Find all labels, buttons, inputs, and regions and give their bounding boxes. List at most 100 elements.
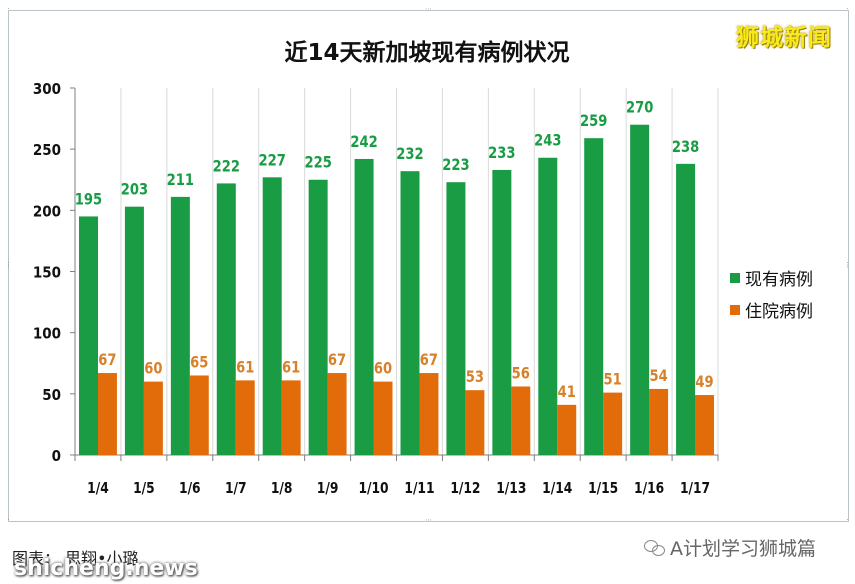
bar-hospitalised <box>281 380 301 455</box>
watermark-site: shicheng.news <box>14 556 198 581</box>
data-label-current-cases: 242 <box>350 133 377 152</box>
bar-current-cases <box>400 171 420 456</box>
x-tick-label: 1/12 <box>450 480 480 497</box>
resize-handle-top[interactable]: ⋯ <box>425 5 432 13</box>
y-tick-label: 250 <box>33 141 61 159</box>
resize-handle-top-left[interactable]: · <box>7 5 10 13</box>
data-label-hospitalised: 60 <box>374 359 392 378</box>
data-label-hospitalised: 56 <box>512 364 530 383</box>
legend-swatch <box>730 273 740 283</box>
legend-label: 现有病例 <box>745 270 813 290</box>
data-label-hospitalised: 54 <box>649 367 667 386</box>
bar-hospitalised <box>557 404 577 455</box>
bars <box>79 124 714 456</box>
bar-hospitalised <box>327 373 347 455</box>
data-label-current-cases: 195 <box>75 190 102 209</box>
bar-current-cases <box>584 138 604 455</box>
bar-current-cases <box>262 177 282 455</box>
y-tick-label: 100 <box>33 325 61 343</box>
x-tick-label: 1/17 <box>680 480 710 497</box>
x-tick-label: 1/10 <box>358 480 388 497</box>
bar-current-cases <box>446 182 466 456</box>
legend-swatch <box>730 305 740 315</box>
data-label-current-cases: 211 <box>167 171 194 190</box>
data-label-hospitalised: 67 <box>328 351 346 370</box>
data-label-hospitalised: 49 <box>695 373 713 392</box>
data-label-current-cases: 225 <box>304 154 331 173</box>
y-tick-label: 200 <box>33 202 61 220</box>
x-tick-label: 1/7 <box>225 480 247 497</box>
x-tick-label: 1/6 <box>179 480 201 497</box>
chart-title: 近14天新加坡现有病例状况 <box>284 39 569 66</box>
data-labels: 195 203 211 222 227 225 242 232 223 233 243 259 270 2… <box>75 98 714 401</box>
data-label-current-cases: 270 <box>626 98 653 117</box>
bar-current-cases <box>124 206 144 455</box>
bar-hospitalised <box>465 390 485 455</box>
data-label-hospitalised: 53 <box>466 368 484 387</box>
bar-hospitalised <box>235 380 255 455</box>
watermark-account-label: A计划学习狮城篇 <box>670 538 816 560</box>
x-tick-label: 1/11 <box>404 480 434 497</box>
bar-hospitalised <box>511 386 531 455</box>
bar-current-cases <box>354 158 374 455</box>
y-tick-label: 50 <box>42 386 61 404</box>
data-label-current-cases: 238 <box>672 138 699 157</box>
brand-logo-text: 狮城新闻 <box>736 25 832 51</box>
data-label-current-cases: 222 <box>213 157 240 176</box>
data-label-current-cases: 227 <box>259 151 286 170</box>
wechat-icon <box>644 539 666 557</box>
x-tick-label: 1/4 <box>87 480 109 497</box>
bar-current-cases <box>170 196 190 456</box>
data-label-hospitalised: 67 <box>98 351 116 370</box>
bar-hospitalised <box>419 373 439 455</box>
resize-handle-bottom-left[interactable]: · <box>7 516 10 524</box>
y-tick-label: 150 <box>33 264 61 282</box>
bar-hospitalised <box>603 392 623 455</box>
x-tick-label: 1/5 <box>133 480 155 497</box>
bar-current-cases <box>676 163 696 455</box>
watermark-account: A计划学习狮城篇 <box>644 534 816 561</box>
data-label-hospitalised: 61 <box>282 358 300 377</box>
chart-credit: 图表： 思翔•小璐 <box>12 549 139 568</box>
bar-current-cases <box>216 183 236 456</box>
resize-handle-top-right[interactable]: · <box>846 5 849 13</box>
data-label-current-cases: 203 <box>121 180 148 199</box>
grid-lines <box>120 88 719 455</box>
legend-label: 住院病例 <box>745 302 813 322</box>
bar-hospitalised <box>143 381 163 455</box>
data-label-hospitalised: 41 <box>558 383 576 402</box>
data-label-current-cases: 233 <box>488 144 515 163</box>
bar-hospitalised <box>373 381 393 455</box>
x-tick-label: 1/9 <box>317 480 339 497</box>
bar-hospitalised <box>189 375 209 455</box>
bar-current-cases <box>492 169 512 456</box>
data-label-current-cases: 259 <box>580 112 607 131</box>
data-label-current-cases: 232 <box>396 145 423 164</box>
data-label-hospitalised: 65 <box>190 353 208 372</box>
bar-current-cases <box>79 216 98 455</box>
resize-handle-left[interactable]: ⋮ <box>5 261 12 269</box>
resize-handle-right[interactable]: ⋮ <box>844 261 851 269</box>
bar-current-cases <box>308 179 328 455</box>
x-tick-label: 1/15 <box>588 480 618 497</box>
bar-hospitalised <box>695 395 714 455</box>
y-tick-label: 300 <box>33 80 61 98</box>
bar-hospitalised <box>97 373 117 455</box>
x-tick-label: 1/8 <box>271 480 293 497</box>
data-label-current-cases: 223 <box>442 156 469 175</box>
y-tick-label: 0 <box>52 447 61 465</box>
bar-hospitalised <box>649 388 669 455</box>
x-tick-label: 1/13 <box>496 480 526 497</box>
x-tick-label: 1/14 <box>542 480 572 497</box>
data-label-hospitalised: 51 <box>604 370 622 389</box>
data-label-current-cases: 243 <box>534 132 561 151</box>
bar-current-cases <box>538 157 558 456</box>
data-label-hospitalised: 60 <box>144 359 162 378</box>
data-label-hospitalised: 61 <box>236 358 254 377</box>
resize-handle-bottom[interactable]: ⋯ <box>425 516 432 524</box>
resize-handle-bottom-right[interactable]: · <box>846 516 849 524</box>
bar-current-cases <box>630 124 650 455</box>
x-tick-label: 1/16 <box>634 480 664 497</box>
